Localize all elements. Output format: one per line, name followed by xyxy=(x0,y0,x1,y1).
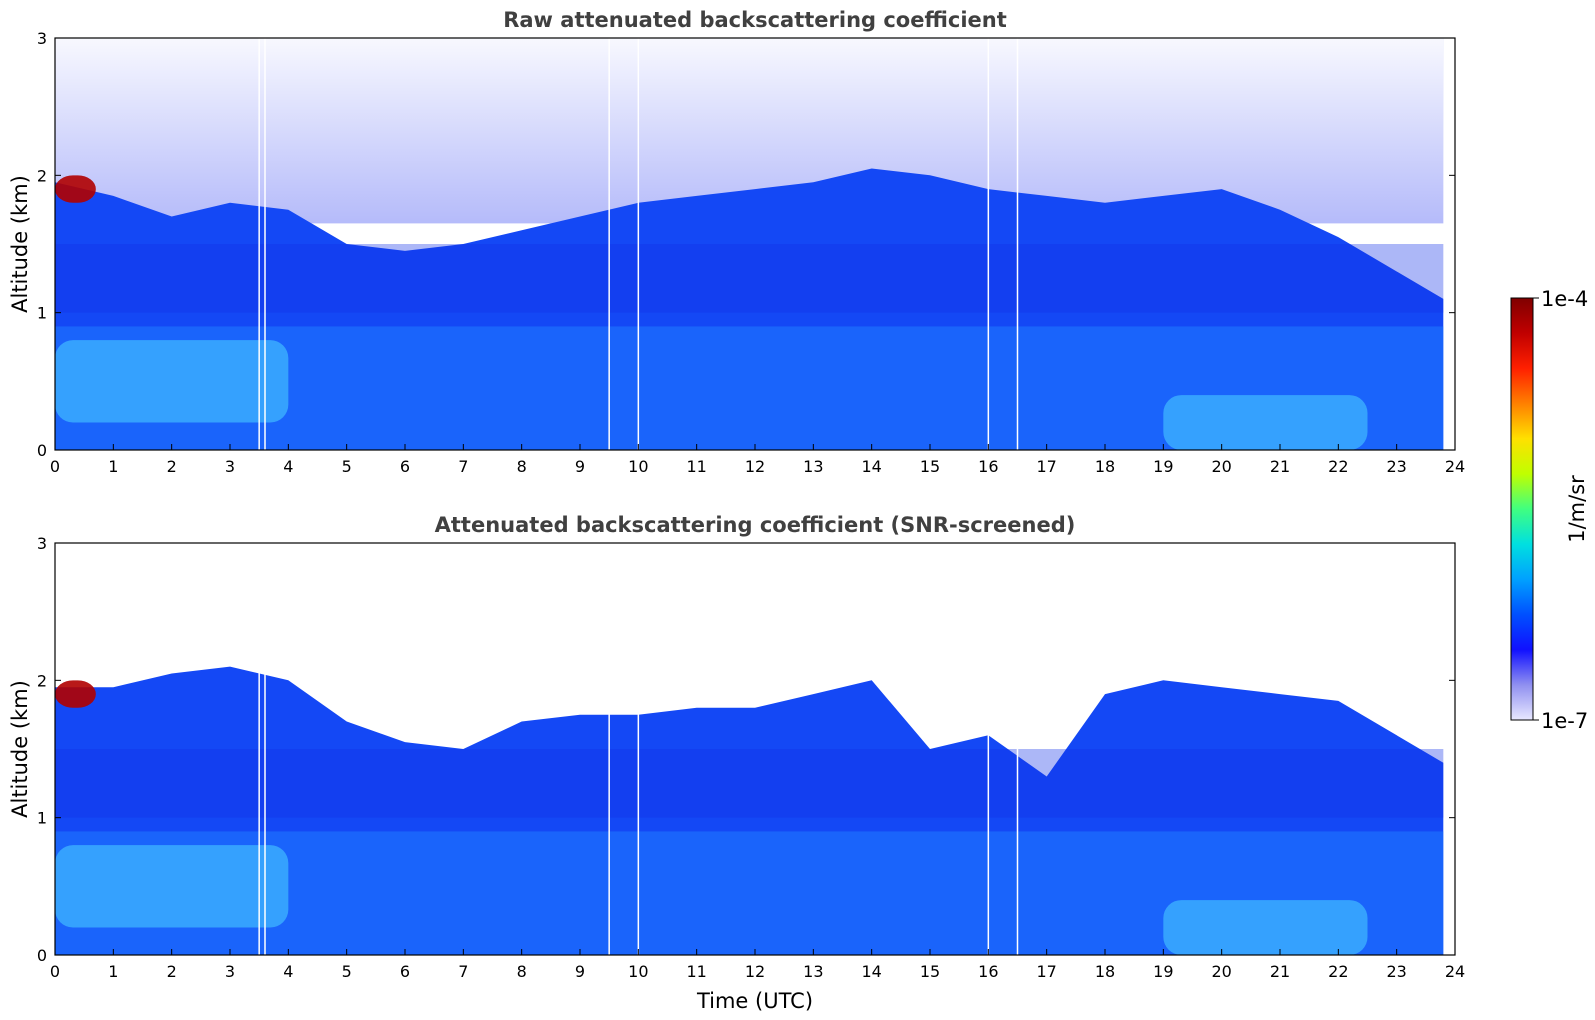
x-tick-label: 8 xyxy=(517,962,527,981)
y-tick-label: 0 xyxy=(37,441,47,460)
x-tick-label: 13 xyxy=(803,457,823,476)
y-axis-raw: 0 1 2 3 xyxy=(37,29,1455,460)
feature-2 xyxy=(1163,395,1368,450)
x-tick-label: 19 xyxy=(1153,457,1173,476)
x-tick-label: 1 xyxy=(108,962,118,981)
x-tick-label: 22 xyxy=(1328,457,1348,476)
y-tick-label: 2 xyxy=(37,166,47,185)
x-tick-label: 4 xyxy=(283,962,293,981)
x-tick-label: 9 xyxy=(575,457,585,476)
colorbar-max-label: 1e-4 xyxy=(1541,287,1588,311)
panel-snr: Attenuated backscattering coefficient (S… xyxy=(8,513,1465,1013)
x-tick-label: 3 xyxy=(225,457,235,476)
y-axis-label-snr: Altitude (km) xyxy=(8,680,32,818)
x-tick-label: 20 xyxy=(1211,962,1231,981)
x-tick-label: 18 xyxy=(1095,457,1115,476)
chart-title-snr: Attenuated backscattering coefficient (S… xyxy=(435,513,1076,537)
feature-1 xyxy=(55,845,289,928)
x-tick-label: 17 xyxy=(1036,962,1056,981)
colorbar-unit-label: 1/m/sr xyxy=(1565,475,1589,543)
heatmap-raw xyxy=(55,38,1455,450)
x-tick-label: 14 xyxy=(861,457,881,476)
x-tick-label: 11 xyxy=(686,962,706,981)
x-tick-label: 16 xyxy=(978,962,998,981)
x-tick-label: 6 xyxy=(400,457,410,476)
x-tick-label: 24 xyxy=(1445,962,1465,981)
x-tick-label: 12 xyxy=(745,962,765,981)
x-tick-label: 17 xyxy=(1036,457,1056,476)
y-axis-snr: 0 1 2 3 xyxy=(37,534,1455,965)
colorbar-min-label: 1e-7 xyxy=(1541,709,1588,733)
colorbar: 1e-4 1e-7 1/m/sr xyxy=(1510,287,1589,733)
x-tick-label: 10 xyxy=(628,457,648,476)
chart-title-raw: Raw attenuated backscattering coefficien… xyxy=(503,8,1007,32)
x-tick-label: 22 xyxy=(1328,962,1348,981)
x-tick-label: 23 xyxy=(1386,962,1406,981)
x-tick-label: 2 xyxy=(167,457,177,476)
x-tick-label: 21 xyxy=(1270,962,1290,981)
y-tick-label: 3 xyxy=(37,534,47,553)
x-tick-label: 12 xyxy=(745,457,765,476)
x-tick-label: 18 xyxy=(1095,962,1115,981)
y-tick-label: 0 xyxy=(37,946,47,965)
x-tick-label: 24 xyxy=(1445,457,1465,476)
feature-1 xyxy=(55,340,289,423)
x-tick-label: 11 xyxy=(686,457,706,476)
y-tick-label: 3 xyxy=(37,29,47,48)
x-tick-label: 9 xyxy=(575,962,585,981)
x-tick-label: 2 xyxy=(167,962,177,981)
x-tick-label: 7 xyxy=(458,457,468,476)
x-tick-label: 1 xyxy=(108,457,118,476)
feature-0 xyxy=(55,680,96,708)
x-tick-label: 15 xyxy=(920,962,940,981)
feature-0 xyxy=(55,175,96,203)
x-tick-label: 8 xyxy=(517,457,527,476)
panel-raw: Raw attenuated backscattering coefficien… xyxy=(8,8,1465,476)
x-tick-label: 20 xyxy=(1211,457,1231,476)
x-tick-label: 19 xyxy=(1153,962,1173,981)
y-tick-label: 1 xyxy=(37,304,47,323)
x-tick-label: 5 xyxy=(342,962,352,981)
x-tick-label: 23 xyxy=(1386,457,1406,476)
y-tick-label: 2 xyxy=(37,671,47,690)
x-tick-label: 5 xyxy=(342,457,352,476)
x-tick-label: 21 xyxy=(1270,457,1290,476)
heatmap-snr xyxy=(55,543,1455,955)
x-tick-label: 4 xyxy=(283,457,293,476)
x-tick-label: 14 xyxy=(861,962,881,981)
y-axis-label-raw: Altitude (km) xyxy=(8,175,32,313)
x-tick-label: 10 xyxy=(628,962,648,981)
x-tick-label: 0 xyxy=(50,457,60,476)
x-tick-label: 0 xyxy=(50,962,60,981)
x-axis-label: Time (UTC) xyxy=(696,989,813,1013)
x-tick-label: 13 xyxy=(803,962,823,981)
x-axis-snr: 0 1 2 3 4 5 6 7 8 9 10 11 12 13 14 15 16 17 18 19 20 21 22 23 24 xyxy=(50,949,1465,981)
feature-2 xyxy=(1163,900,1368,955)
x-tick-label: 15 xyxy=(920,457,940,476)
x-axis-raw: 0 1 2 3 4 5 6 7 8 9 10 11 12 13 14 15 16 17 18 19 20 21 22 23 24 xyxy=(50,444,1465,476)
x-tick-label: 16 xyxy=(978,457,998,476)
x-tick-label: 6 xyxy=(400,962,410,981)
x-tick-label: 3 xyxy=(225,962,235,981)
x-tick-label: 7 xyxy=(458,962,468,981)
y-tick-label: 1 xyxy=(37,809,47,828)
colorbar-bar xyxy=(1510,297,1534,721)
